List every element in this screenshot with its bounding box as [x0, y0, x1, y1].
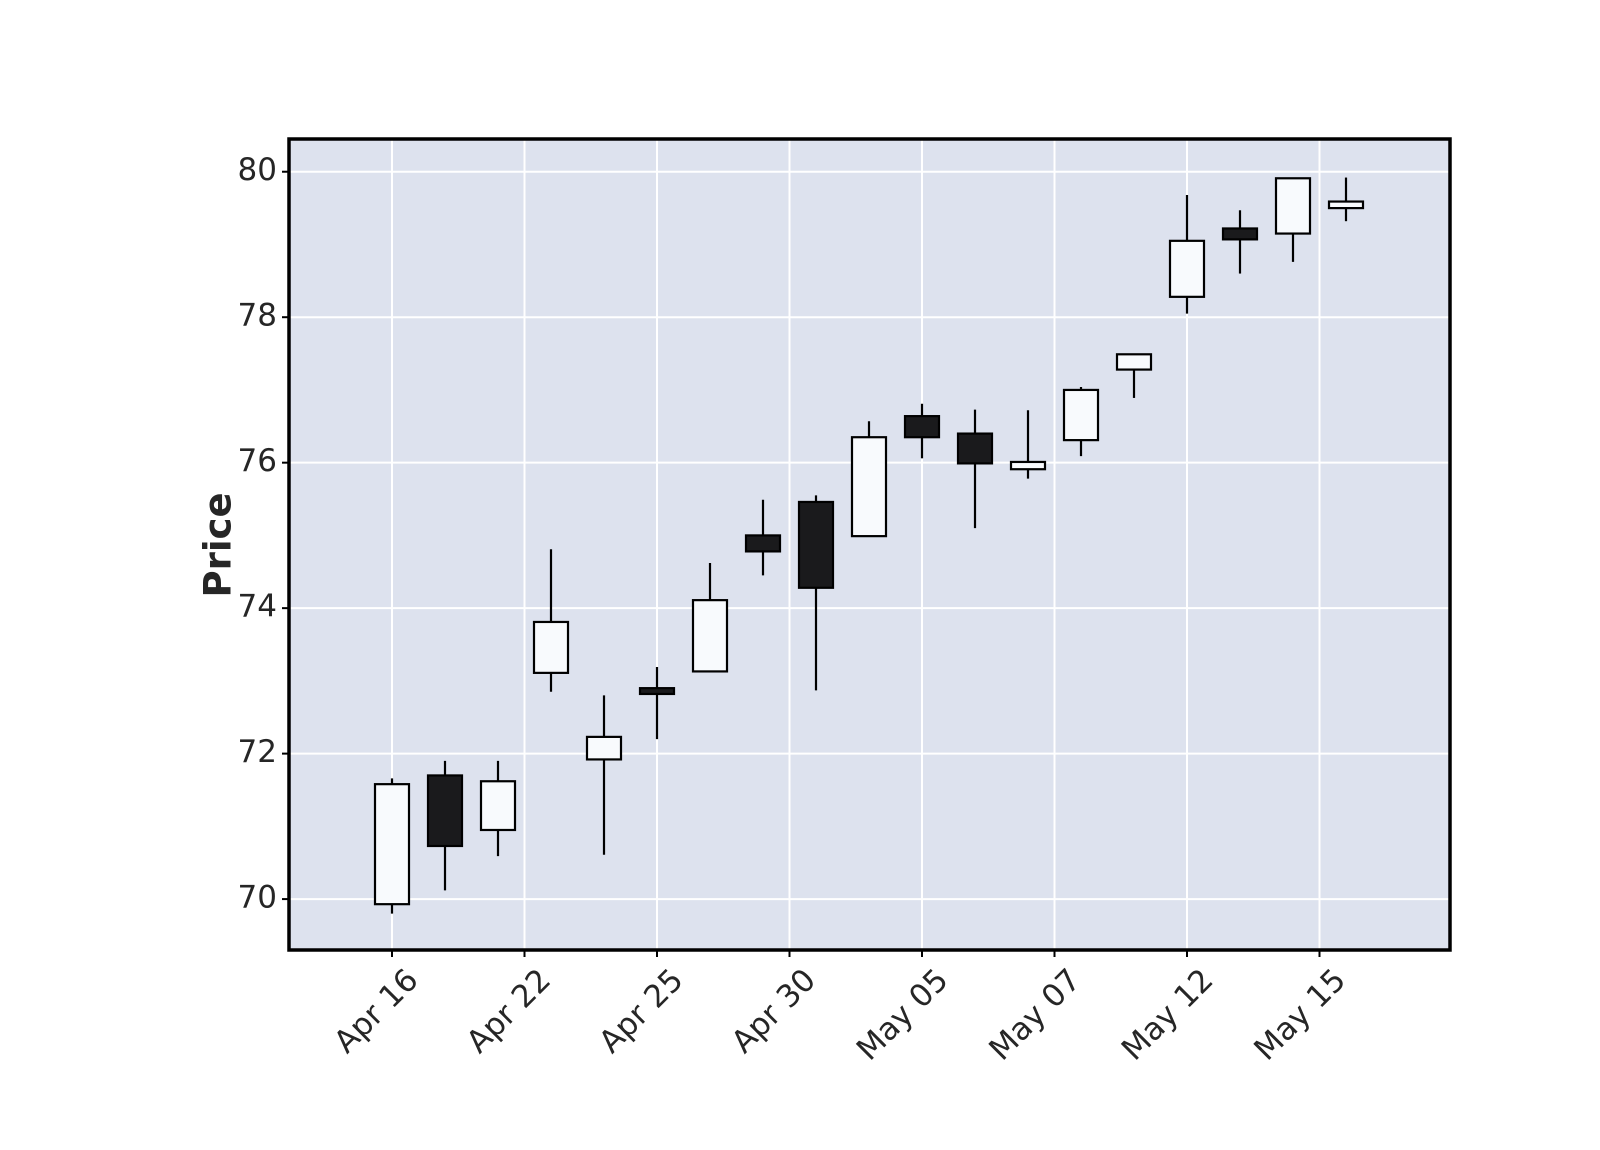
candle	[956, 409, 994, 529]
candle-body	[638, 687, 676, 696]
candle	[1168, 195, 1206, 314]
y-tick-label: 72	[238, 734, 277, 770]
candle	[1274, 177, 1312, 262]
y-tick-label: 74	[238, 589, 277, 625]
x-tick-label: May 07	[982, 962, 1088, 1068]
y-axis-ticks: 70 72 74 76 78 80	[238, 152, 289, 916]
plot-frame	[287, 137, 1452, 952]
x-tick-label: Apr 22	[460, 962, 558, 1060]
candle	[426, 760, 464, 891]
candle-body	[1274, 177, 1312, 235]
y-tick-label: 80	[238, 152, 277, 188]
candle-body	[1115, 353, 1153, 371]
candle-body	[691, 599, 729, 673]
candle-body	[1009, 460, 1047, 471]
candle-body	[850, 436, 888, 538]
candle	[479, 760, 517, 857]
candle	[638, 667, 676, 740]
candle-body	[1327, 200, 1365, 210]
candle	[373, 778, 411, 914]
candle-body	[903, 415, 941, 439]
x-tick-label: Apr 25	[592, 962, 690, 1060]
candle-body	[426, 774, 464, 848]
x-tick-label: Apr 16	[327, 962, 425, 1060]
candle-body	[479, 780, 517, 832]
candle	[797, 495, 835, 691]
candle-body	[585, 735, 623, 761]
y-tick-label: 78	[238, 298, 277, 334]
candle	[585, 695, 623, 855]
x-tick-label: May 15	[1247, 962, 1353, 1068]
plot-area	[289, 139, 1450, 950]
candle-body	[1062, 388, 1100, 442]
candle-body	[744, 534, 782, 553]
candle	[1062, 387, 1100, 457]
candle	[532, 549, 570, 692]
x-axis-ticks: Apr 16 Apr 22 Apr 25 Apr 30 May 05 May 07 May …	[327, 950, 1353, 1068]
candle-body	[956, 432, 994, 465]
candle-body	[797, 500, 835, 589]
candle	[1327, 177, 1365, 222]
y-tick-label: 70	[238, 880, 277, 916]
x-tick-label: Apr 30	[725, 962, 823, 1060]
candles	[373, 177, 1365, 914]
grid-lines	[289, 139, 1450, 950]
candle	[744, 499, 782, 576]
candle	[850, 421, 888, 538]
candle	[1009, 410, 1047, 479]
x-tick-label: May 12	[1115, 962, 1221, 1068]
candle	[1221, 210, 1259, 274]
y-axis-label: Price	[197, 492, 240, 597]
candle-body	[1168, 239, 1206, 298]
candle	[1115, 353, 1153, 398]
candle-body	[1221, 227, 1259, 241]
candle	[691, 563, 729, 673]
y-tick-label: 76	[238, 443, 277, 479]
x-tick-label: May 05	[850, 962, 956, 1068]
candle-body	[373, 783, 411, 906]
candle	[903, 403, 941, 459]
candle-body	[532, 620, 570, 674]
